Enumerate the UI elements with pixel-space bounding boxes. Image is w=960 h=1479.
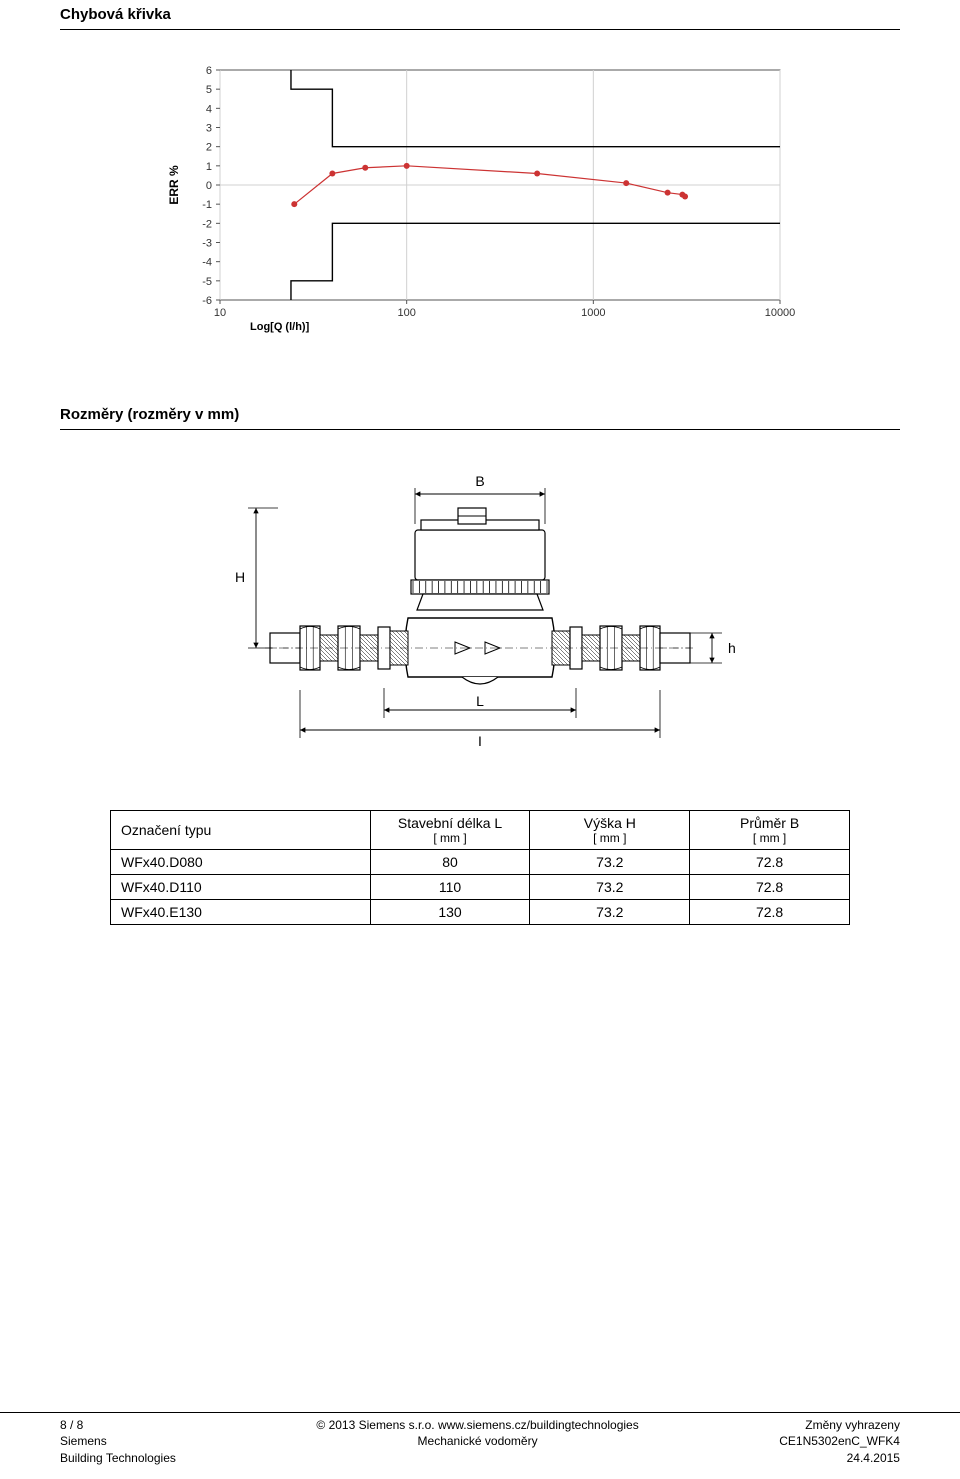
svg-text:B: B xyxy=(475,473,484,489)
table-header: Průměr B[ mm ] xyxy=(690,811,850,850)
footer-changes: Změny vyhrazeny xyxy=(779,1417,900,1434)
table-header: Výška H[ mm ] xyxy=(530,811,690,850)
footer-company: Siemens xyxy=(60,1433,176,1450)
svg-text:I: I xyxy=(478,733,482,749)
svg-text:L: L xyxy=(476,693,484,709)
svg-text:ERR %: ERR % xyxy=(167,165,181,205)
svg-text:h: h xyxy=(728,640,736,656)
svg-text:-4: -4 xyxy=(202,257,212,269)
svg-text:3: 3 xyxy=(206,123,212,135)
svg-text:4: 4 xyxy=(206,103,212,115)
svg-text:-2: -2 xyxy=(202,218,212,230)
table-cell: WFx40.D110 xyxy=(111,875,371,900)
page-footer: 8 / 8 Siemens Building Technologies © 20… xyxy=(0,1412,960,1479)
table-header-unit: [ mm ] xyxy=(381,831,520,845)
svg-text:100: 100 xyxy=(397,307,415,319)
table-header: Označení typu xyxy=(111,811,371,850)
svg-text:10: 10 xyxy=(214,307,226,319)
svg-text:0: 0 xyxy=(206,180,212,192)
table-header-label: Průměr B xyxy=(740,815,799,831)
table-cell: 72.8 xyxy=(690,850,850,875)
table-cell: 130 xyxy=(370,900,530,925)
footer-page-number: 8 / 8 xyxy=(60,1417,176,1434)
table-cell: 72.8 xyxy=(690,875,850,900)
table-row: WFx40.D0808073.272.8 xyxy=(111,850,850,875)
table-cell: 73.2 xyxy=(530,850,690,875)
table-cell: 73.2 xyxy=(530,900,690,925)
table-header-label: Stavební délka L xyxy=(398,815,502,831)
table-row: WFx40.E13013073.272.8 xyxy=(111,900,850,925)
svg-text:H: H xyxy=(235,569,245,585)
table-header: Stavební délka L[ mm ] xyxy=(370,811,530,850)
error-curve-chart: -6 -5 -4 -3 -2 -1 0 1 2 3 4 5 6 10 100 1000 10000 ERR % Lo… xyxy=(60,60,900,340)
svg-text:6: 6 xyxy=(206,65,212,77)
table-cell: 80 xyxy=(370,850,530,875)
section-error-curve-title: Chybová křivka xyxy=(60,0,900,30)
table-header-unit: [ mm ] xyxy=(540,831,679,845)
footer-doc-id: CE1N5302enC_WFK4 xyxy=(779,1433,900,1450)
svg-text:-3: -3 xyxy=(202,238,212,250)
table-row: WFx40.D11011073.272.8 xyxy=(111,875,850,900)
svg-text:5: 5 xyxy=(206,84,212,96)
table-cell: 72.8 xyxy=(690,900,850,925)
dimension-diagram: B Hh L I xyxy=(60,460,900,760)
section-dimensions-title: Rozměry (rozměry v mm) xyxy=(60,400,900,430)
footer-date: 24.4.2015 xyxy=(779,1450,900,1467)
table-header-unit: [ mm ] xyxy=(700,831,839,845)
dimension-table: Označení typuStavební délka L[ mm ]Výška… xyxy=(60,810,900,925)
footer-left: 8 / 8 Siemens Building Technologies xyxy=(60,1417,176,1467)
svg-text:2: 2 xyxy=(206,142,212,154)
table-cell: WFx40.E130 xyxy=(111,900,371,925)
table-cell: 73.2 xyxy=(530,875,690,900)
table-cell: WFx40.D080 xyxy=(111,850,371,875)
footer-division: Building Technologies xyxy=(60,1450,176,1467)
table-cell: 110 xyxy=(370,875,530,900)
svg-text:-6: -6 xyxy=(202,295,212,307)
svg-text:-1: -1 xyxy=(202,199,212,211)
footer-right: Změny vyhrazeny CE1N5302enC_WFK4 24.4.20… xyxy=(779,1417,900,1467)
svg-text:-5: -5 xyxy=(202,276,212,288)
svg-text:Log[Q (l/h)]: Log[Q (l/h)] xyxy=(250,321,310,333)
table-header-label: Označení typu xyxy=(121,822,211,838)
footer-copyright: © 2013 Siemens s.r.o. www.siemens.cz/bui… xyxy=(316,1417,638,1434)
svg-text:10000: 10000 xyxy=(765,307,796,319)
svg-text:1: 1 xyxy=(206,161,212,173)
footer-center: © 2013 Siemens s.r.o. www.siemens.cz/bui… xyxy=(316,1417,638,1467)
footer-product: Mechanické vodoměry xyxy=(316,1433,638,1450)
svg-text:1000: 1000 xyxy=(581,307,605,319)
table-header-label: Výška H xyxy=(584,815,636,831)
